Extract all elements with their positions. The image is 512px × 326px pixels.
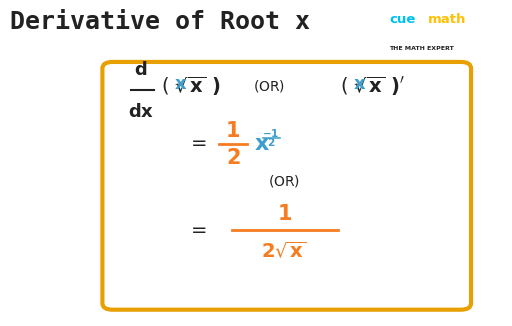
Text: cue: cue	[389, 13, 416, 26]
Text: math: math	[428, 13, 466, 26]
Text: $\bf{2}$: $\bf{2}$	[226, 148, 240, 168]
Text: $\mathbf{-1}$: $\mathbf{-1}$	[262, 127, 279, 139]
Text: $\mathrm{(OR)}$: $\mathrm{(OR)}$	[268, 173, 300, 189]
Text: $\bf{1}$: $\bf{1}$	[276, 203, 292, 224]
Text: $(\ \sqrt{\bf{x}}\ )$: $(\ \sqrt{\bf{x}}\ )$	[161, 75, 221, 98]
Text: THE MATH EXPERT: THE MATH EXPERT	[389, 46, 454, 51]
Text: $\bf{dx}$: $\bf{dx}$	[127, 103, 154, 122]
Text: $\bf{x}$: $\bf{x}$	[174, 75, 187, 93]
Text: $\bf{d}$: $\bf{d}$	[134, 61, 147, 79]
Text: $\mathbf{2}$: $\mathbf{2}$	[267, 136, 275, 148]
Text: $\bf{2\sqrt{x}}$: $\bf{2\sqrt{x}}$	[262, 241, 307, 261]
Text: $=$: $=$	[187, 219, 207, 238]
Text: $=$: $=$	[187, 132, 207, 151]
Text: $\bf{x}$: $\bf{x}$	[254, 134, 270, 155]
Text: Derivative of Root x: Derivative of Root x	[10, 10, 310, 34]
FancyBboxPatch shape	[102, 62, 471, 310]
Text: $\bf{x}$: $\bf{x}$	[353, 75, 367, 93]
Text: $\bf{1}$: $\bf{1}$	[225, 121, 241, 141]
Text: $\mathrm{(OR)}$: $\mathrm{(OR)}$	[253, 78, 285, 95]
Text: $(\ \sqrt{\bf{x}}\ )'$: $(\ \sqrt{\bf{x}}\ )'$	[340, 75, 406, 98]
